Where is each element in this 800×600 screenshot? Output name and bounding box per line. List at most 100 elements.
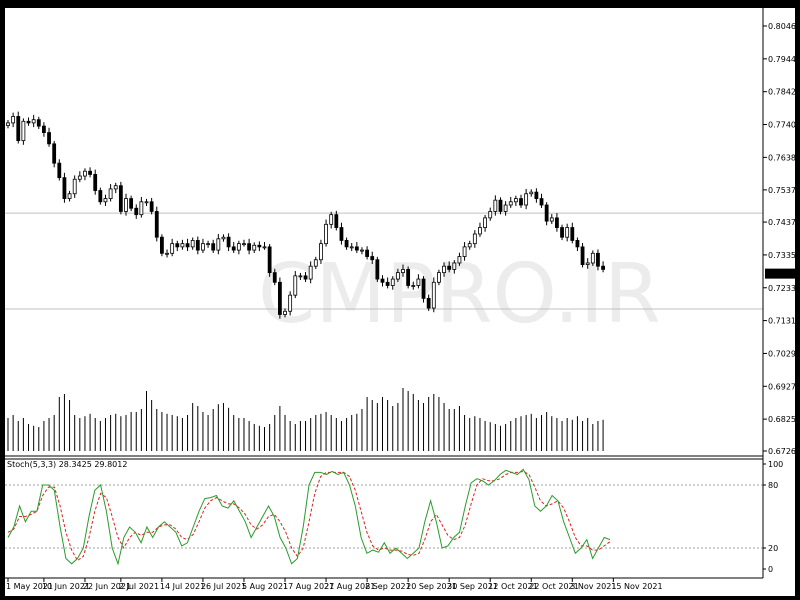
candle bbox=[570, 222, 575, 244]
candle-body bbox=[529, 191, 534, 195]
candle-body bbox=[334, 214, 339, 228]
candle bbox=[31, 114, 36, 128]
candle bbox=[308, 261, 313, 284]
current-price-label: 0.72769 bbox=[767, 270, 800, 279]
candle bbox=[231, 242, 236, 253]
candle bbox=[354, 242, 359, 253]
stoch-tick-label: 20 bbox=[768, 544, 778, 553]
candle-body bbox=[154, 211, 159, 238]
candle-body bbox=[283, 310, 287, 315]
candle-body bbox=[447, 265, 452, 270]
candle bbox=[472, 230, 477, 248]
candle bbox=[144, 198, 149, 206]
candle-body bbox=[170, 243, 175, 254]
date-tick-label: 15 Nov 2021 bbox=[611, 582, 662, 591]
candle-body bbox=[565, 227, 570, 238]
candle-body bbox=[201, 243, 205, 251]
candle-body bbox=[478, 227, 482, 235]
date-tick-label: 22 Oct 2021 bbox=[529, 582, 578, 591]
candle-body bbox=[570, 227, 575, 241]
candle-body bbox=[549, 217, 554, 222]
candle bbox=[154, 206, 159, 242]
candle bbox=[580, 243, 585, 268]
candle bbox=[221, 234, 226, 242]
candle-body bbox=[406, 269, 411, 286]
candle-body bbox=[462, 246, 467, 257]
candle-body bbox=[555, 217, 559, 228]
candle bbox=[83, 168, 87, 181]
candle-body bbox=[139, 201, 144, 216]
candle-body bbox=[360, 249, 364, 252]
candle-body bbox=[277, 281, 282, 315]
candle bbox=[52, 140, 57, 168]
candle bbox=[416, 274, 421, 289]
candle bbox=[313, 256, 318, 270]
candle bbox=[247, 238, 252, 255]
candle-body bbox=[544, 204, 549, 222]
candle bbox=[185, 238, 190, 252]
candle bbox=[370, 251, 375, 264]
candle bbox=[257, 241, 262, 252]
candle-body bbox=[175, 243, 180, 248]
candle-body bbox=[513, 198, 518, 203]
candle-body bbox=[149, 201, 154, 212]
candle-body bbox=[303, 275, 308, 280]
candle-body bbox=[385, 281, 390, 286]
candle bbox=[524, 188, 529, 210]
candle-body bbox=[421, 278, 426, 299]
candle bbox=[452, 260, 457, 274]
candle bbox=[303, 271, 308, 282]
candle-body bbox=[534, 191, 539, 199]
date-tick-label: 3 Nov 2021 bbox=[570, 582, 616, 591]
candle-body bbox=[319, 243, 323, 261]
candle-body bbox=[216, 238, 221, 251]
candle-body bbox=[601, 265, 605, 270]
candle bbox=[180, 239, 185, 250]
price-tick-label: 0.80460 bbox=[768, 22, 800, 31]
candle bbox=[201, 238, 205, 253]
candle bbox=[421, 276, 426, 303]
candle-body bbox=[472, 233, 477, 245]
candle-body bbox=[349, 246, 354, 249]
candle bbox=[539, 193, 544, 208]
price-tick-label: 0.71310 bbox=[768, 317, 800, 326]
date-tick-label: 27 Aug 2021 bbox=[324, 582, 375, 591]
candle-body bbox=[519, 198, 523, 206]
candle-body bbox=[16, 116, 21, 142]
candle-body bbox=[395, 272, 400, 280]
candle-body bbox=[118, 185, 123, 212]
candle-body bbox=[252, 244, 257, 251]
candle bbox=[513, 195, 518, 206]
candle-body bbox=[411, 285, 416, 287]
candle-body bbox=[344, 240, 349, 248]
candle-body bbox=[6, 122, 10, 126]
candle bbox=[88, 167, 92, 178]
candle bbox=[601, 261, 605, 273]
candle bbox=[62, 172, 67, 203]
candle bbox=[16, 111, 21, 144]
candle-body bbox=[503, 204, 508, 212]
candle-body bbox=[324, 223, 328, 245]
candle bbox=[211, 239, 216, 253]
candle-body bbox=[47, 132, 51, 145]
candle-body bbox=[483, 217, 487, 228]
candle bbox=[262, 242, 267, 250]
stoch-tick-label: 0 bbox=[768, 565, 773, 574]
candle bbox=[529, 189, 534, 197]
price-tick-label: 0.76380 bbox=[768, 153, 800, 162]
candle bbox=[406, 266, 411, 289]
horizontal-lines bbox=[5, 212, 763, 310]
candle-body bbox=[272, 272, 277, 283]
candle-body bbox=[498, 199, 503, 212]
candle-body bbox=[206, 243, 210, 246]
candle bbox=[159, 234, 164, 257]
stoch-title: Stoch(5,3,3) 28.3425 29.8012 bbox=[7, 460, 127, 469]
candle bbox=[190, 237, 195, 250]
candle bbox=[67, 190, 72, 202]
candle-body bbox=[431, 281, 436, 309]
candle-body bbox=[329, 214, 334, 225]
candle bbox=[349, 243, 354, 252]
price-axis-ticks: 0.80460 0.79440 0.78420 0.77400 0.76380 0.753… bbox=[763, 22, 800, 456]
candle bbox=[534, 188, 539, 203]
